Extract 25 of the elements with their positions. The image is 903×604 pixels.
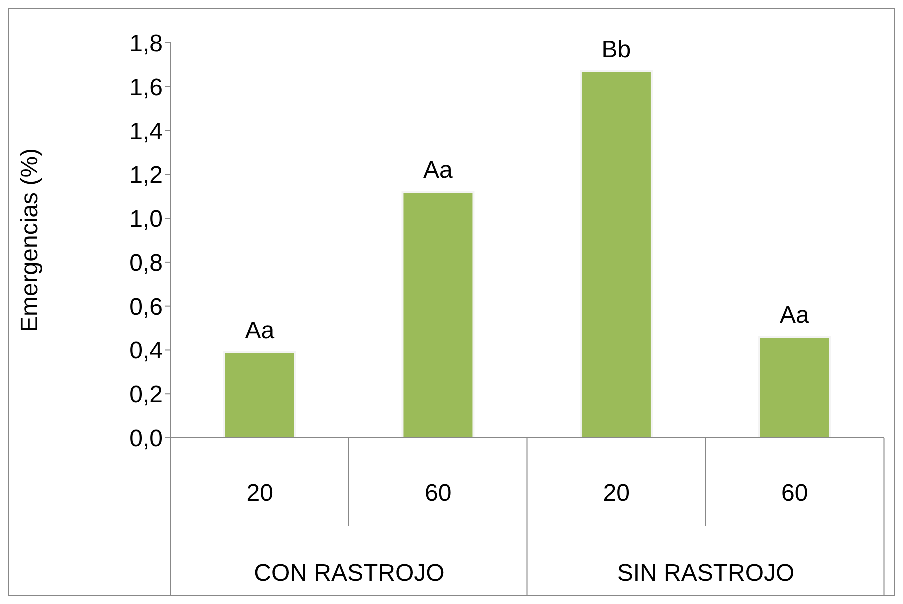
y-tick-label: 0,2 bbox=[130, 382, 163, 409]
x-tick-label: 60 bbox=[425, 480, 452, 507]
text: SIN RASTROJO bbox=[617, 560, 795, 587]
bar bbox=[402, 191, 475, 438]
y-tick-label: 1,6 bbox=[130, 74, 163, 102]
data-label: Aa bbox=[424, 157, 454, 184]
y-tick-label: 1,4 bbox=[130, 118, 163, 146]
x-tick-label: 60 bbox=[782, 480, 808, 507]
y-tick-label: 0,8 bbox=[130, 250, 163, 277]
x-tick-label: 20 bbox=[246, 480, 274, 507]
x-tick-label: 20 bbox=[603, 480, 630, 507]
y-tick-label: 1,8 bbox=[130, 30, 163, 58]
bar bbox=[758, 336, 832, 438]
y-tick-label: 1,0 bbox=[130, 206, 163, 234]
text: CON RASTROJO bbox=[254, 560, 445, 587]
bar bbox=[223, 351, 296, 438]
y-axis-title: Emergencias (%) bbox=[16, 148, 44, 333]
y-tick-label: 0,0 bbox=[130, 426, 163, 453]
data-label: Aa bbox=[780, 302, 810, 330]
data-label: Bb bbox=[602, 36, 632, 64]
y-tick-label: 1,2 bbox=[130, 162, 163, 190]
y-tick-label: 0,4 bbox=[130, 338, 163, 365]
bar bbox=[580, 70, 653, 438]
y-tick-label: 0,6 bbox=[130, 294, 163, 321]
data-label: Aa bbox=[245, 317, 276, 344]
